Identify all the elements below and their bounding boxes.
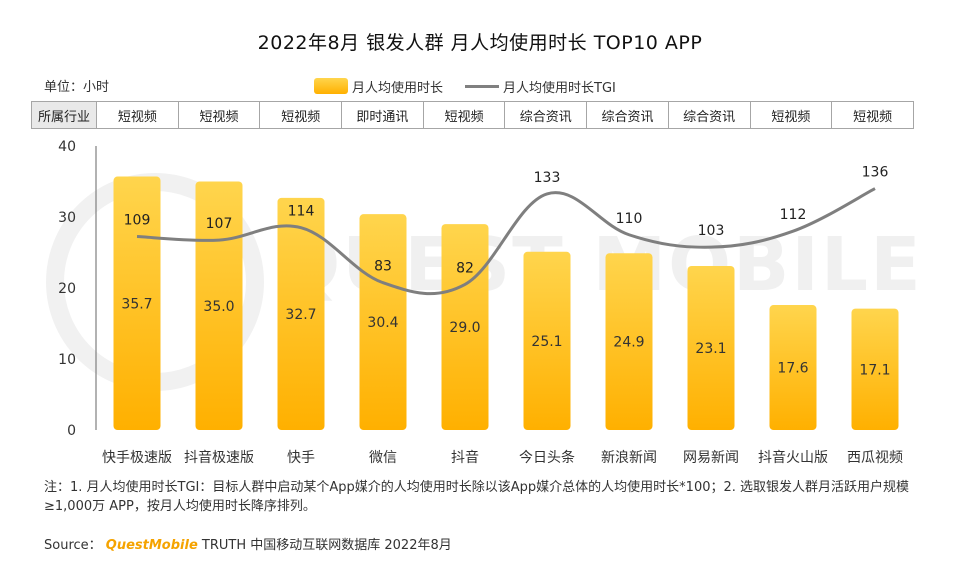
tgi-value-label: 133	[534, 170, 561, 186]
x-tick-label: 网易新闻	[683, 450, 739, 466]
industry-header-cell: 所属行业	[31, 101, 97, 129]
bar-value-label: 29.0	[449, 320, 480, 336]
bar-value-label: 24.9	[613, 335, 644, 351]
tgi-value-label: 109	[124, 213, 151, 229]
bar	[769, 305, 817, 430]
tgi-value-label: 82	[456, 260, 474, 276]
x-tick-label: 快手	[287, 450, 315, 466]
bar-value-label: 35.7	[121, 296, 152, 312]
bar-value-label: 17.6	[777, 361, 808, 377]
industry-cell: 综合资讯	[504, 101, 588, 129]
x-tick-label: 今日头条	[519, 449, 575, 466]
bar-value-label: 17.1	[859, 362, 890, 378]
y-tick-label: 40	[58, 139, 76, 155]
bar-value-label: 25.1	[531, 334, 562, 350]
source-brand-logo: QuestMobile	[105, 538, 198, 553]
bar	[851, 308, 899, 430]
y-tick-label: 10	[58, 352, 76, 368]
bar-value-label: 35.0	[203, 299, 234, 315]
bar	[359, 214, 407, 430]
bar	[277, 197, 325, 430]
y-tick-label: 0	[67, 423, 76, 439]
industry-cell: 短视频	[96, 101, 179, 129]
y-tick-label: 20	[58, 281, 76, 297]
bar	[523, 251, 571, 430]
bar-line-chart: QUEST MOBILE01020304035.7快手极速版35.0抖音极速版3…	[46, 139, 921, 466]
unit-label: 单位：小时	[44, 80, 110, 95]
industry-cell: 短视频	[422, 101, 506, 129]
x-tick-label: 抖音火山版	[758, 449, 828, 466]
x-tick-label: 西瓜视频	[847, 450, 903, 466]
source-line: Source： QuestMobile TRUTH 中国移动互联网数据库 202…	[44, 534, 452, 553]
tgi-value-label: 136	[862, 165, 889, 181]
tgi-value-label: 107	[206, 216, 233, 232]
legend-bar-label: 月人均使用时长	[352, 80, 444, 96]
x-tick-label: 微信	[369, 450, 397, 466]
source-label: Source：	[44, 538, 102, 553]
chart-title: 2022年8月 银发人群 月人均使用时长 TOP10 APP	[257, 32, 703, 54]
industry-cell: 短视频	[749, 101, 833, 129]
tgi-value-label: 114	[288, 204, 315, 220]
tgi-value-label: 110	[616, 211, 643, 227]
bar	[605, 253, 653, 430]
tgi-series-line	[136, 187, 876, 296]
bar-value-label: 32.7	[285, 307, 316, 323]
footnote: 注：1. 月人均使用时长TGI：目标人群中启动某个App媒介的人均使用时长除以该…	[44, 480, 910, 514]
x-tick-label: 抖音	[451, 449, 479, 466]
x-tick-label: 快手极速版	[102, 450, 172, 466]
industry-cell: 短视频	[831, 101, 914, 129]
bar	[195, 181, 243, 430]
industry-table: 所属行业 短视频 短视频 短视频 即时通讯 短视频 综合资讯 综合资讯 综合资讯…	[31, 101, 914, 129]
bar-value-label: 30.4	[367, 315, 398, 331]
x-tick-label: 新浪新闻	[601, 450, 657, 466]
bar	[113, 176, 161, 430]
source-text: TRUTH 中国移动互联网数据库 2022年8月	[201, 538, 452, 553]
tgi-value-label: 103	[698, 223, 725, 239]
legend-bar-swatch	[314, 78, 348, 94]
industry-cell: 短视频	[177, 101, 261, 129]
x-tick-label: 抖音极速版	[184, 449, 254, 466]
industry-cell: 即时通讯	[341, 101, 424, 129]
bar-value-label: 23.1	[695, 341, 726, 357]
tgi-value-label: 83	[374, 259, 392, 275]
legend: 月人均使用时长 月人均使用时长TGI	[314, 76, 616, 96]
y-tick-label: 30	[58, 210, 76, 226]
legend-line-swatch	[465, 84, 500, 88]
industry-row: 所属行业 短视频 短视频 短视频 即时通讯 短视频 综合资讯 综合资讯 综合资讯…	[31, 101, 914, 129]
bar	[687, 265, 735, 430]
industry-cell: 综合资讯	[586, 101, 669, 129]
tgi-value-label: 112	[780, 207, 807, 223]
legend-line-label: 月人均使用时长TGI	[503, 80, 616, 96]
